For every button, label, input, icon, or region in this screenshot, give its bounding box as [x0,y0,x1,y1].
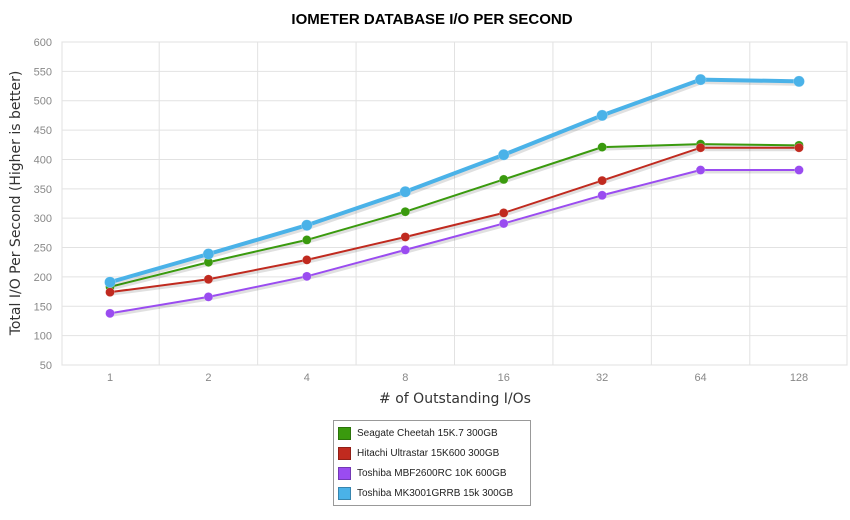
gridlines [61,41,848,366]
data-point [794,165,804,175]
series-line-path [109,146,799,294]
series-line [105,139,804,292]
data-point [498,174,509,185]
y-tick-label: 50 [40,360,52,372]
legend-swatch [338,426,351,440]
data-point [498,208,509,218]
series-line [104,73,805,288]
legend-item: Toshiba MBF2600RC 10K 600GB [338,463,526,483]
y-tick-label: 600 [34,37,52,49]
data-point [104,276,116,288]
y-tick-label: 100 [34,331,52,343]
data-point [497,149,510,161]
series-line-shadow [111,148,801,296]
data-point [794,142,804,153]
y-tick-label: 550 [34,66,52,78]
y-tick-label: 300 [34,213,52,225]
legend-label: Hitachi Ultrastar 15K600 300GB [357,447,500,459]
legend: Seagate Cheetah 15K.7 300GB Hitachi Ultr… [333,420,531,506]
data-point [694,73,707,86]
legend-label: Seagate Cheetah 15K.7 300GB [357,427,498,439]
legend-item: Seagate Cheetah 15K.7 300GB [338,423,526,443]
x-axis-label: # of Outstanding I/Os [379,391,531,407]
data-point [301,219,313,231]
series-line-path [109,169,799,315]
y-tick-label: 500 [34,96,52,108]
data-point [203,274,214,285]
data-point [597,175,607,186]
y-tick-label: 400 [34,154,52,166]
x-tick-label: 4 [304,372,310,384]
y-axis-label: Total I/O Per Second (Higher is better) [8,71,24,337]
data-point [400,232,411,242]
data-point [203,292,214,302]
series-line-shadow [111,170,801,317]
y-tick-label: 450 [34,125,52,137]
data-point [597,142,607,152]
legend-swatch [338,446,351,460]
y-tick-label: 250 [34,243,52,255]
data-point [793,75,805,88]
data-point [400,245,411,255]
data-point [596,109,608,122]
series-group [104,73,805,319]
series-line [105,142,804,297]
data-point [695,165,706,175]
y-tick-label: 350 [34,184,52,196]
x-tick-label: 8 [402,372,408,384]
x-tick-label: 128 [790,372,808,384]
legend-item: Hitachi Ultrastar 15K600 300GB [338,443,526,463]
legend-item: Toshiba MK3001GRRB 15k 300GB [338,483,526,503]
legend-label: Toshiba MBF2600RC 10K 600GB [357,467,507,479]
data-point [695,142,706,153]
data-point [302,235,312,245]
x-axis-ticks: 1 2 4 8 16 32 64 128 [107,372,808,384]
x-tick-label: 2 [205,372,211,384]
series-line-shadow [111,144,801,291]
series-line-path [109,77,800,285]
legend-label: Toshiba MK3001GRRB 15k 300GB [357,487,514,499]
x-tick-label: 16 [498,372,510,384]
x-tick-label: 64 [694,372,706,384]
y-tick-label: 150 [34,301,52,313]
series-line-shadow [110,79,801,287]
data-point [399,186,412,198]
data-point [105,287,115,297]
data-point [597,190,607,201]
y-axis-ticks: 50 100 150 200 250 300 350 400 450 500 550 600 [34,37,52,372]
data-point [202,248,215,260]
x-tick-label: 1 [107,372,113,384]
legend-swatch [338,486,351,500]
x-tick-label: 32 [596,372,608,384]
data-point [498,218,509,229]
data-point [302,271,312,282]
series-line [105,165,804,319]
data-point [302,255,312,265]
y-tick-label: 200 [34,272,52,284]
series-line-path [109,143,800,288]
data-point [105,308,115,319]
data-point [400,206,411,217]
chart-title: IOMETER DATABASE I/O PER SECOND [291,11,572,28]
legend-swatch [338,466,351,480]
